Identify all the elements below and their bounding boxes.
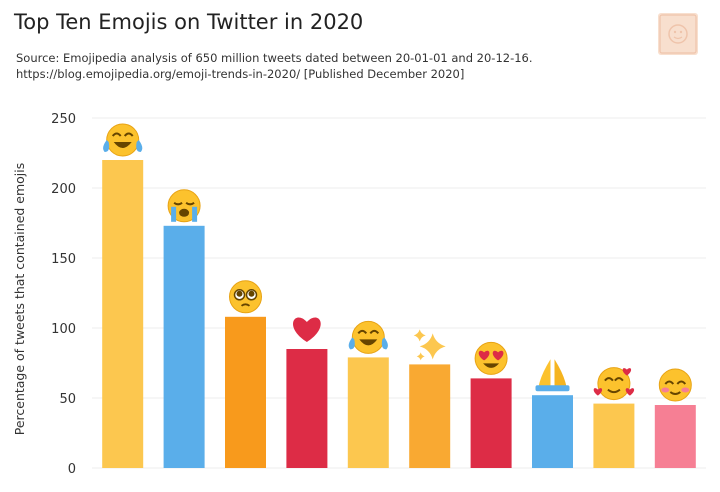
eyes [604,377,624,382]
mouth [113,142,132,148]
hand-right [554,359,567,388]
smiling-face-with-heart-eyes-icon [474,341,508,375]
heart-eye-left [478,350,490,361]
bar-folded-hands [532,395,573,468]
sparkles-icon [413,329,446,361]
mouth [240,303,251,307]
heart-2 [622,368,632,376]
rolling-on-the-floor-laughing-icon [348,320,388,354]
eyes [357,329,380,335]
emoji-face [351,320,385,354]
eyes [173,201,195,206]
tear-left [171,206,177,222]
emoji-face [106,123,140,157]
hand-left [538,359,551,388]
bar-rolling-on-the-floor-laughing [347,357,389,468]
bar-smiling-face-with-smiling-eyes [654,405,696,468]
blush-left [661,387,670,393]
emojipedia-logo-icon [658,13,698,55]
pupil-right [248,290,255,297]
mouth [607,388,621,394]
folded-hands-icon [535,359,570,392]
chart-title: Top Ten Emojis on Twitter in 2020 [14,10,364,34]
eyes [664,380,687,385]
bar-loudly-crying-face [163,225,205,468]
pupil-left [236,290,243,297]
smiling-face-with-smiling-eyes-icon [658,368,692,402]
mouth [483,363,500,368]
mouth [359,339,378,346]
bar-smiling-face-with-hearts [593,403,635,468]
sparkle-large [419,333,446,360]
smiling-face-with-hearts-icon [593,367,635,401]
source-line-1: Source: Emojipedia analysis of 650 milli… [16,51,533,65]
emoji-face [597,367,631,401]
y-axis-label: Percentage of tweets that contained emoj… [12,163,27,436]
loudly-crying-face-icon [167,189,201,223]
bar-face-with-tears-of-joy [102,160,144,468]
y-tick-label: 100 [51,322,76,337]
source-line-2: https://blog.emojipedia.org/emoji-trends… [16,67,465,81]
eyes [111,132,134,137]
y-tick-label: 200 [51,182,76,197]
face-with-tears-of-joy-icon [103,123,143,157]
chart-source: Source: Emojipedia analysis of 650 milli… [16,50,533,82]
sparkle-small [413,329,426,342]
pleading-face-icon [229,280,262,314]
heart-shape [293,317,321,342]
heart-3 [625,388,635,396]
heart-eye-right [492,350,504,361]
y-tick-label: 250 [51,112,76,127]
bar-sparkles [409,364,451,468]
mouth [179,208,190,217]
emoji-face [658,368,692,402]
heart-1 [593,388,603,396]
sleeves [535,385,570,392]
emoji-face [474,341,508,375]
sparkle-tiny [416,352,425,361]
y-tick-label: 50 [59,392,76,407]
bar-red-heart [286,349,328,468]
tears [348,337,388,350]
tear-right [192,206,198,222]
y-tick-label: 0 [68,462,76,477]
tears [103,140,143,152]
emoji-face [229,280,262,314]
blush-right [681,387,690,393]
bar-smiling-face-with-heart-eyes [470,378,512,468]
bar-pleading-face [225,316,266,468]
red-heart-icon [293,317,321,342]
mouth [669,391,681,395]
y-tick-label: 150 [51,252,76,267]
